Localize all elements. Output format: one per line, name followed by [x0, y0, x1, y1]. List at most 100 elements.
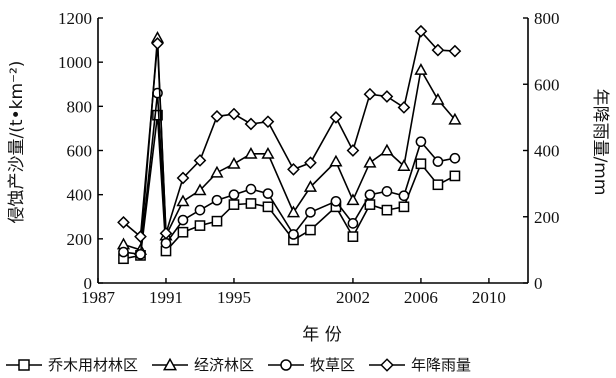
series-layer	[116, 24, 462, 265]
x-tick-label: 1991	[149, 288, 183, 307]
data-point	[210, 165, 224, 178]
data-point	[431, 92, 445, 105]
y-axis-title-left: 侵蚀产沙量/(t•km⁻²)	[7, 61, 27, 224]
data-point	[244, 146, 258, 159]
legend-marker	[162, 357, 178, 371]
data-point	[152, 87, 163, 99]
legend-marker	[18, 359, 30, 371]
data-point	[347, 218, 359, 229]
data-point	[261, 146, 275, 159]
x-tick-label: 2002	[336, 288, 370, 307]
data-point	[211, 215, 223, 227]
data-point	[363, 155, 377, 168]
data-point	[448, 112, 462, 125]
data-point	[380, 90, 394, 103]
series-4	[117, 24, 462, 243]
data-point	[431, 43, 445, 57]
data-point	[305, 224, 316, 236]
data-point	[228, 189, 240, 201]
y-right-tick-label: 800	[534, 9, 560, 28]
legend-label: 牧草区	[310, 356, 355, 374]
data-point	[227, 107, 241, 121]
legend-marker	[280, 359, 292, 371]
data-point	[151, 37, 164, 50]
data-point	[245, 198, 257, 209]
data-point	[415, 136, 427, 148]
y-left-tick-label: 1200	[58, 9, 92, 28]
data-point	[117, 216, 130, 229]
data-point	[176, 194, 190, 207]
data-point	[304, 156, 317, 170]
data-point	[363, 87, 377, 101]
data-point	[287, 163, 300, 176]
data-point	[244, 117, 258, 131]
y-left-tick-label: 600	[67, 142, 93, 161]
data-point	[262, 188, 274, 199]
data-point	[159, 226, 173, 240]
legend-entry: 经济林区	[152, 356, 254, 374]
data-point	[346, 193, 360, 206]
data-point	[245, 183, 257, 195]
data-point	[286, 205, 301, 218]
data-point	[449, 152, 461, 164]
data-point	[448, 44, 462, 58]
data-point	[194, 220, 206, 231]
data-point	[397, 101, 411, 114]
y-left-tick-label: 0	[84, 274, 93, 293]
data-point	[118, 246, 129, 258]
data-point	[177, 226, 189, 238]
data-point	[398, 190, 410, 202]
data-point	[135, 248, 146, 260]
data-point	[397, 159, 411, 171]
data-point	[211, 194, 223, 206]
data-point	[194, 204, 206, 216]
x-axis-title: 年 份	[302, 325, 341, 345]
y-right-tick-label: 0	[534, 274, 543, 293]
data-point	[381, 204, 393, 216]
data-point	[398, 201, 410, 213]
data-point	[193, 154, 207, 167]
data-point	[193, 183, 207, 196]
legend: 乔木用材林区 经济林区 牧草区 年降雨量	[6, 356, 471, 374]
y-left-tick-label: 400	[67, 186, 93, 205]
data-point	[415, 158, 427, 170]
data-point	[347, 231, 359, 242]
data-point	[432, 179, 444, 191]
legend-label: 年降雨量	[411, 356, 471, 374]
data-point	[134, 230, 147, 243]
data-point	[227, 156, 241, 169]
data-point	[261, 115, 275, 129]
legend-label: 乔木用材林区	[48, 356, 138, 374]
legend-entry: 年降雨量	[369, 356, 471, 374]
data-point	[329, 111, 343, 124]
data-point	[414, 24, 428, 38]
series-line	[123, 93, 456, 256]
x-tick-label: 2006	[404, 288, 438, 307]
legend-label: 经济林区	[194, 356, 254, 374]
y-right-tick-label: 400	[534, 142, 560, 161]
data-point	[176, 171, 190, 185]
y-left-tick-label: 200	[67, 230, 93, 249]
data-point	[449, 170, 461, 182]
data-point	[210, 110, 224, 123]
data-point	[305, 206, 316, 218]
y-left-tick-label: 1000	[58, 53, 92, 72]
data-point	[381, 186, 393, 197]
legend-entry: 乔木用材林区	[6, 356, 138, 374]
data-point	[330, 195, 342, 207]
data-point	[160, 237, 172, 249]
x-tick-label: 2010	[472, 288, 506, 307]
data-point	[380, 143, 394, 156]
data-point	[262, 201, 274, 213]
y-left-tick-label: 800	[67, 97, 93, 116]
data-point	[228, 199, 240, 210]
ticks: 0 200 400 600 800 1000 1200 0 200 400 600 800 1987 19…	[58, 9, 560, 307]
x-tick-label: 1987	[81, 288, 116, 307]
legend-entry: 牧草区	[268, 356, 355, 374]
y-axis-title-right: 年降雨量/mm	[590, 89, 610, 196]
data-point	[152, 109, 163, 121]
data-point	[303, 180, 318, 192]
data-point	[346, 144, 360, 157]
series-1	[118, 109, 461, 265]
